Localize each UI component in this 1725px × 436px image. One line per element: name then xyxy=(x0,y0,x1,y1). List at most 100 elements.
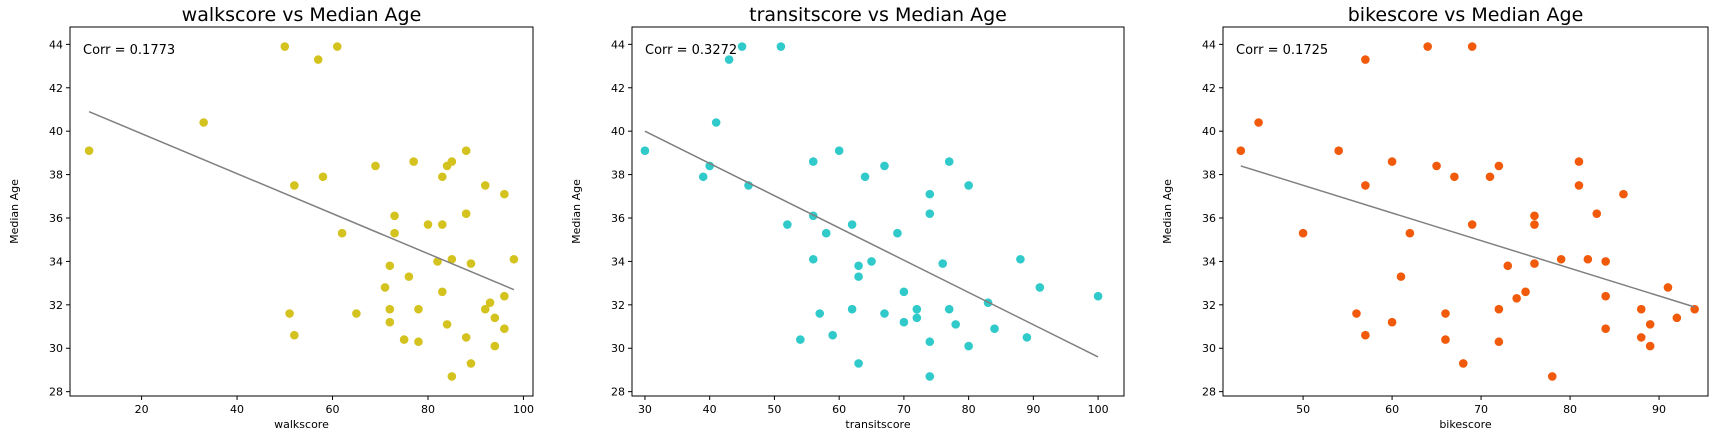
y-tick-label: 30 xyxy=(611,342,625,355)
scatter-point xyxy=(925,337,935,347)
x-tick-label: 50 xyxy=(767,403,781,416)
chart-title: walkscore vs Median Age xyxy=(182,4,422,26)
scatter-point xyxy=(951,320,960,329)
scatter-point xyxy=(912,304,922,314)
chart-title: bikescore vs Median Age xyxy=(1348,4,1584,26)
scatter-point xyxy=(1512,294,1521,303)
scatter-point xyxy=(964,341,973,351)
scatter-point xyxy=(834,146,844,156)
scatter-point xyxy=(414,337,423,347)
y-tick-label: 34 xyxy=(49,255,63,268)
y-tick-label: 40 xyxy=(49,125,63,138)
scatter-point xyxy=(1530,259,1539,268)
scatter-point xyxy=(1423,42,1432,51)
scatter-point xyxy=(828,330,837,340)
y-tick-label: 38 xyxy=(611,169,625,182)
scatter-point xyxy=(854,272,863,281)
y-tick-label: 38 xyxy=(49,169,63,182)
scatter-point xyxy=(466,359,476,368)
scatter-point xyxy=(1521,287,1530,297)
y-tick-label: 28 xyxy=(49,386,63,399)
y-tick-label: 36 xyxy=(49,212,63,225)
scatter-point xyxy=(1035,283,1045,292)
scatter-point xyxy=(899,287,909,297)
scatter-point xyxy=(1530,220,1539,229)
scatter-point xyxy=(912,313,922,323)
scatter-point xyxy=(854,261,863,271)
scatter-point xyxy=(1636,304,1646,314)
scatter-point xyxy=(280,42,290,51)
x-axis-label: transitscore xyxy=(845,418,910,431)
scatter-point xyxy=(500,189,509,199)
x-axis-label: bikescore xyxy=(1439,418,1492,431)
scatter-point xyxy=(880,309,889,318)
scatter-point xyxy=(390,228,399,238)
scatter-point xyxy=(332,42,342,51)
scatter-point xyxy=(1485,172,1495,182)
trend-line xyxy=(644,130,1099,358)
scatter-point xyxy=(925,372,935,381)
x-axis-label: walkscore xyxy=(274,418,329,431)
scatter-point xyxy=(461,333,471,342)
y-tick-label: 40 xyxy=(611,125,625,138)
scatter-point xyxy=(490,313,500,323)
scatter-point xyxy=(466,259,476,268)
plot-frame xyxy=(69,26,534,397)
scatter-point xyxy=(1494,304,1504,314)
plot-frame xyxy=(1222,26,1709,397)
scatter-point xyxy=(438,287,447,297)
scatter-point xyxy=(385,261,395,271)
x-tick-label: 90 xyxy=(1026,403,1040,416)
scatter-point xyxy=(447,254,457,264)
scatter-point xyxy=(1396,272,1406,281)
scatter-point xyxy=(1458,359,1468,368)
x-tick-label: 60 xyxy=(832,403,846,416)
x-tick-label: 80 xyxy=(421,403,435,416)
scatter-point xyxy=(1467,42,1477,51)
x-tick-label: 80 xyxy=(1563,403,1577,416)
scatter-point xyxy=(438,172,447,182)
scatter-point xyxy=(1547,372,1557,381)
scatter-point xyxy=(1093,291,1103,301)
scatter-point xyxy=(390,211,399,221)
scatter-point xyxy=(490,341,500,351)
y-tick-label: 42 xyxy=(611,82,625,95)
x-tick-label: 100 xyxy=(513,403,534,416)
scatter-point xyxy=(944,304,954,314)
y-tick-label: 28 xyxy=(1202,386,1216,399)
scatter-point xyxy=(1592,209,1602,218)
scatter-point xyxy=(1352,309,1361,318)
scatter-point xyxy=(352,309,361,318)
scatter-point xyxy=(724,55,734,64)
scatter-point xyxy=(925,209,935,218)
scatter-point xyxy=(1022,333,1032,342)
scatter-point xyxy=(290,181,299,190)
scatter-point xyxy=(385,304,395,314)
scatter-point xyxy=(1530,211,1539,221)
scatter-point xyxy=(380,283,390,292)
x-tick-label: 60 xyxy=(326,403,340,416)
chart-title: transitscore vs Median Age xyxy=(749,4,1007,26)
y-tick-label: 44 xyxy=(49,38,63,51)
plot-frame xyxy=(631,26,1125,397)
scatter-point xyxy=(808,254,818,264)
chart-panel-2: transitscore vs Median Age 30 40 50 60 70 80 90… xyxy=(570,4,1125,431)
scatter-point xyxy=(318,172,328,182)
scatter-point xyxy=(737,42,747,51)
scatter-point xyxy=(698,172,708,182)
scatter-point xyxy=(893,228,902,238)
scatter-point xyxy=(1450,172,1459,182)
scatter-point xyxy=(84,146,94,156)
y-tick-label: 28 xyxy=(611,386,625,399)
correlation-annotation: Corr = 0.1725 xyxy=(1236,43,1328,58)
y-tick-label: 36 xyxy=(1202,212,1216,225)
scatter-point xyxy=(480,181,490,190)
scatter-point xyxy=(821,228,831,238)
x-tick-label: 50 xyxy=(1296,403,1310,416)
scatter-point xyxy=(371,161,380,171)
y-tick-label: 30 xyxy=(1202,342,1216,355)
x-tick-label: 80 xyxy=(962,403,976,416)
scatter-point xyxy=(447,157,457,166)
scatter-point xyxy=(990,324,999,334)
scatter-point xyxy=(1236,146,1246,156)
